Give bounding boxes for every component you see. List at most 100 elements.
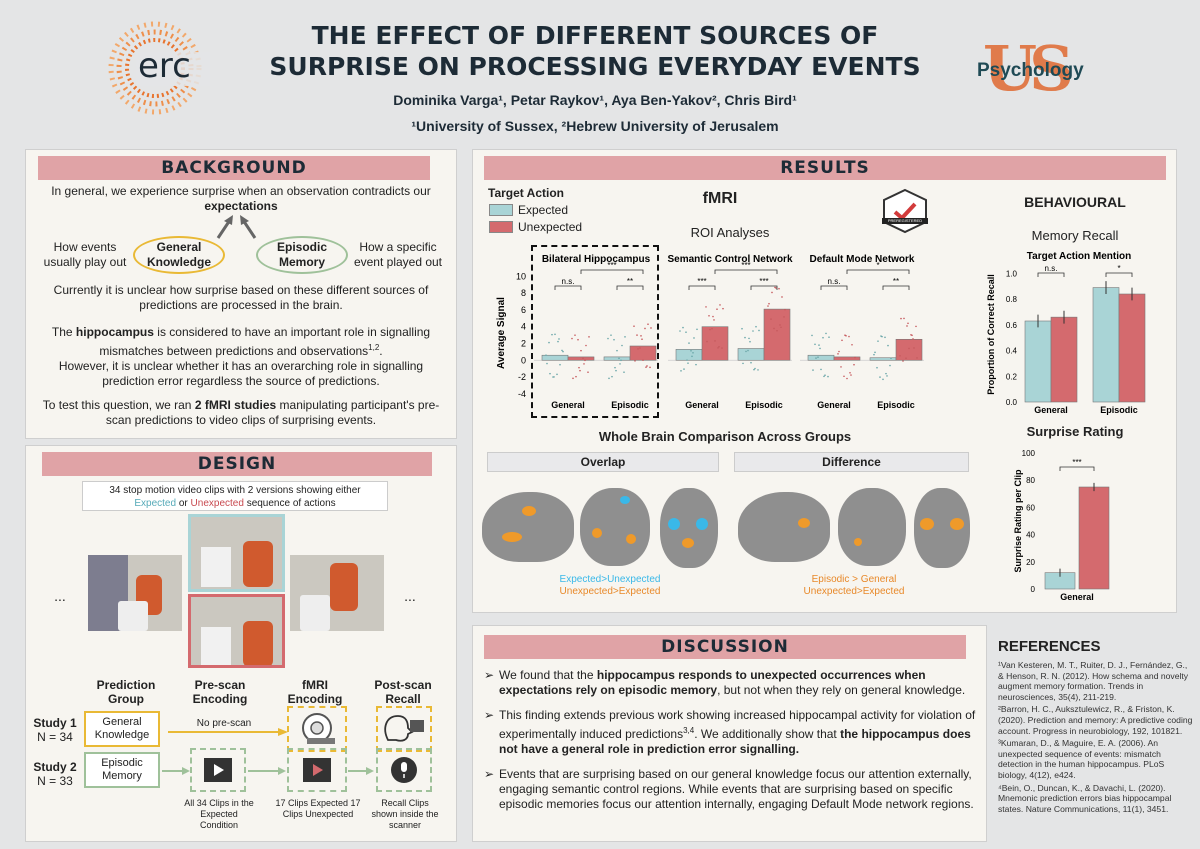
video-frame-right xyxy=(290,555,384,631)
roi-dot xyxy=(578,366,580,369)
ellipsis-left: ... xyxy=(54,588,66,604)
roi-dot xyxy=(825,332,827,335)
legend-unexpected-swatch xyxy=(489,221,513,233)
recall-title: Target Action Mention xyxy=(1027,251,1131,262)
roi-ytick: -2 xyxy=(518,372,526,382)
study1-group-box: General Knowledge xyxy=(84,711,160,747)
roi-bracket xyxy=(714,269,778,274)
roi-dot xyxy=(749,340,751,343)
roi-dot xyxy=(708,314,710,317)
roi-dot xyxy=(827,375,829,378)
roi-dot xyxy=(771,291,773,294)
roi-dot xyxy=(686,359,688,361)
roi-dot xyxy=(752,330,754,332)
legend-expected-label: Expected xyxy=(518,203,569,217)
speaking-head-icon xyxy=(384,715,424,742)
roi-significance: * xyxy=(876,261,879,270)
roi-dot xyxy=(779,324,781,326)
roi-dot xyxy=(889,364,891,367)
roi-dot xyxy=(911,334,913,337)
roi-bar xyxy=(763,308,791,361)
recall-significance: n.s. xyxy=(1045,264,1058,273)
reference-item: ¹Van Kesteren, M. T., Ruiter, D. J., Fer… xyxy=(998,660,1189,702)
badge-icon xyxy=(882,188,928,234)
roi-dot xyxy=(823,375,825,378)
surprise-rating-heading: Surprise Rating xyxy=(1026,424,1124,439)
note-recall: Recall Clips shown inside the scanner xyxy=(371,798,439,830)
roi-dot xyxy=(545,354,547,357)
roi-xtick: General xyxy=(685,400,719,410)
roi-dot xyxy=(841,339,843,342)
roi-dot xyxy=(744,336,746,339)
whole-brain-heading: Whole Brain Comparison Across Groups xyxy=(598,429,852,444)
roi-dot xyxy=(905,357,907,360)
roi-dot xyxy=(768,302,770,305)
difference-header: Difference xyxy=(734,452,969,472)
roi-dot xyxy=(853,363,855,366)
roi-dot xyxy=(755,325,757,328)
us-mark-icon: US xyxy=(983,32,1074,105)
roi-dot xyxy=(748,337,750,340)
surprise-chart: Surprise Rating per Clip 0 20 40 60 80 100 Gene… xyxy=(1013,449,1110,602)
roi-dot xyxy=(618,357,620,360)
roi-bar xyxy=(895,338,923,361)
recall-ytick: 1.0 xyxy=(1006,269,1018,278)
roi-dot xyxy=(913,347,915,349)
roi-dot xyxy=(575,375,577,378)
study1-arrow xyxy=(168,728,288,736)
roi-bar xyxy=(807,354,835,361)
film-icon xyxy=(204,758,232,782)
legend-unexpected-label: Unexpected xyxy=(518,220,583,234)
roi-dot xyxy=(776,329,778,332)
roi-dot xyxy=(902,360,904,362)
roi-bracket xyxy=(554,285,582,290)
roi-dot xyxy=(580,349,582,352)
roi-dot xyxy=(691,355,693,358)
references-title: REFERENCES xyxy=(998,638,1101,655)
roi-dot xyxy=(903,317,905,320)
roi-bar xyxy=(869,357,897,361)
brain-coronal-overlap xyxy=(580,488,650,566)
surprise-ytick: 20 xyxy=(1026,558,1035,567)
roi-dot xyxy=(778,287,780,290)
roi-dot xyxy=(709,328,711,331)
roi-dot xyxy=(846,377,848,380)
roi-dot xyxy=(587,371,589,373)
roi-dot xyxy=(824,374,826,377)
left-note: How events usually play out xyxy=(43,240,127,269)
microphone-icon xyxy=(391,757,417,783)
recall-box-1 xyxy=(376,706,432,752)
roi-dot xyxy=(815,357,817,359)
roi-dot xyxy=(887,344,889,347)
roi-significance: n.s. xyxy=(562,277,575,286)
erc-dots-icon xyxy=(108,21,210,115)
surprise-ytick: 40 xyxy=(1026,531,1035,540)
roi-dot xyxy=(639,347,641,349)
recall-ytick: 0.0 xyxy=(1006,398,1018,407)
roi-dot xyxy=(915,325,917,328)
roi-dot xyxy=(850,374,852,376)
roi-dot xyxy=(571,337,573,340)
roi-ylabel: Average Signal xyxy=(496,297,507,369)
roi-xtick: Episodic xyxy=(611,400,649,410)
background-panel xyxy=(25,149,457,439)
roi-dot xyxy=(624,336,626,338)
roi-dot xyxy=(899,354,901,357)
recall-xtick: General xyxy=(1034,405,1068,415)
roi-bracket xyxy=(846,269,910,274)
roi-dot xyxy=(837,353,839,355)
recall-xtick: Episodic xyxy=(1100,405,1138,415)
roi-dot xyxy=(817,356,819,359)
roi-dot xyxy=(890,357,892,360)
roi-dot xyxy=(722,307,724,310)
col-prescan: Pre-scan Encoding xyxy=(192,678,248,706)
recall-bar xyxy=(1092,287,1120,403)
roi-dot xyxy=(619,363,621,365)
roi-dot xyxy=(711,327,713,330)
roi-dot xyxy=(636,334,638,336)
roi-dot xyxy=(695,363,697,366)
study2-arrows xyxy=(162,767,374,775)
video-frame-left xyxy=(88,555,182,631)
